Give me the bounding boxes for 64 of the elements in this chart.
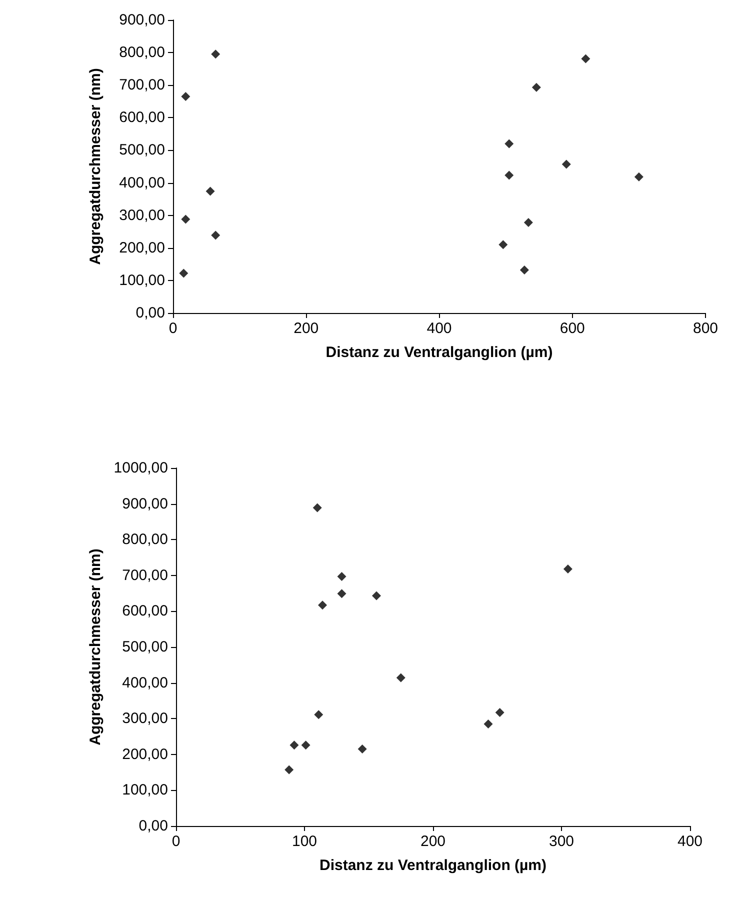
x-tick-label: 0 (172, 833, 180, 850)
point (206, 186, 215, 196)
y-tick-label: 0,00 (138, 818, 168, 834)
x-tick-label: 800 (692, 320, 718, 337)
point (520, 266, 529, 275)
point (396, 673, 406, 682)
point (504, 170, 514, 180)
point (290, 740, 299, 750)
point (532, 82, 541, 92)
point (314, 710, 324, 720)
y-tick-label: 700,00 (122, 566, 168, 584)
point (312, 503, 322, 512)
x-tick-label: 100 (292, 833, 318, 850)
y-tick-label: 1000,00 (114, 460, 168, 476)
point (372, 591, 381, 600)
x-tick-label: 200 (420, 833, 446, 850)
x-tick-label: 400 (426, 320, 452, 337)
point (524, 218, 533, 227)
y-tick-label: 800,00 (119, 44, 165, 62)
y-tick-label: 100,00 (119, 272, 165, 289)
point (337, 572, 346, 581)
y-axis-title: Aggregatdurchmesser (nm) (86, 548, 104, 746)
point (211, 230, 220, 240)
x-tick-label: 600 (560, 320, 585, 337)
x-axis-title: Distanz zu Ventralganglion (µm) (326, 344, 553, 361)
point (284, 765, 294, 774)
y-tick-label: 600,00 (122, 602, 168, 620)
y-tick-label: 700,00 (119, 76, 165, 94)
x-axis-title: Distanz zu Ventralganglion (µm) (320, 857, 546, 874)
point (563, 564, 572, 574)
y-tick-label: 200,00 (119, 239, 165, 256)
x-tick-label: 0 (168, 320, 178, 337)
y-tick-label: 400,00 (122, 674, 168, 692)
y-axis-title: Aggregatdurchmesser (nm) (87, 68, 104, 265)
y-tick-label: 800,00 (122, 531, 168, 548)
y-tick-label: 300,00 (119, 206, 165, 224)
y-tick-label: 100,00 (122, 782, 168, 799)
y-tick-label: 900,00 (119, 12, 165, 28)
x-tick-label: 300 (548, 833, 574, 850)
x-tick-label: 400 (677, 833, 703, 850)
y-tick-label: 0,00 (136, 304, 165, 322)
point (484, 719, 493, 728)
point (337, 589, 346, 598)
point (211, 50, 220, 59)
point (318, 600, 327, 610)
x-tick-label: 200 (294, 320, 319, 337)
point (179, 268, 188, 278)
y-tick-label: 200,00 (122, 746, 168, 763)
y-tick-label: 600,00 (119, 109, 165, 126)
y-tick-label: 300,00 (122, 710, 168, 728)
point (581, 54, 590, 64)
point (181, 214, 190, 224)
point (498, 240, 508, 250)
y-tick-label: 900,00 (122, 495, 168, 512)
point (562, 160, 571, 169)
y-tick-label: 500,00 (119, 142, 165, 159)
point (181, 92, 190, 102)
point (301, 740, 310, 750)
y-tick-label: 400,00 (119, 174, 165, 192)
y-tick-label: 500,00 (122, 638, 168, 656)
point (634, 172, 644, 182)
point (504, 139, 514, 148)
point (358, 744, 367, 754)
point (495, 708, 504, 718)
